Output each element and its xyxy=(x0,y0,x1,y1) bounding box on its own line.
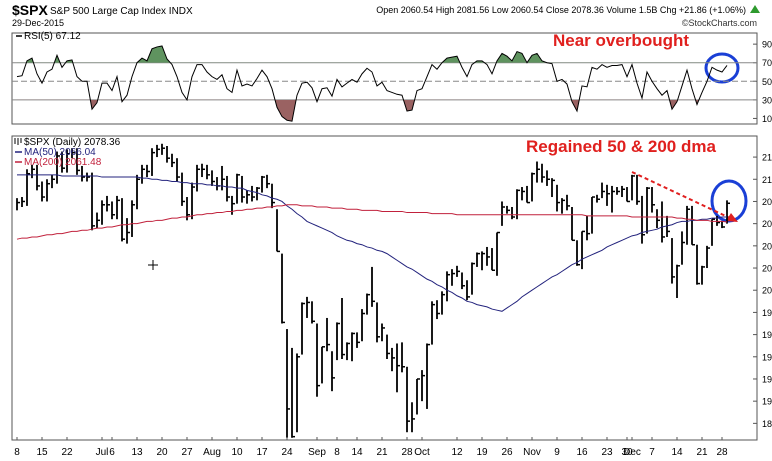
legend-icon xyxy=(14,138,22,145)
x-tick-label: 26 xyxy=(501,447,513,458)
x-tick-label: 28 xyxy=(716,447,728,458)
y-tick-label: 70 xyxy=(762,58,772,68)
x-tick-label: 8 xyxy=(334,447,340,458)
highlight-circle xyxy=(710,179,748,223)
y-tick-label: 2080 xyxy=(762,197,772,207)
y-tick-label: 1940 xyxy=(762,352,772,362)
y-tick-label: 10 xyxy=(762,114,772,124)
y-tick-label: 1880 xyxy=(762,419,772,429)
x-tick-label: Jul xyxy=(96,447,109,458)
y-tick-label: 30 xyxy=(762,95,772,105)
y-tick-label: 50 xyxy=(762,77,772,87)
symbol: $SPX xyxy=(12,2,48,18)
x-tick-label: 8 xyxy=(14,447,20,458)
x-tick-label: Dec xyxy=(623,447,641,458)
arrow-head xyxy=(726,213,738,222)
annotation: Near overbought xyxy=(553,31,689,50)
x-tick-label: 19 xyxy=(476,447,488,458)
x-tick-label: Sep xyxy=(308,447,326,458)
index-name: S&P 500 Large Cap Index INDX xyxy=(50,6,193,17)
x-tick-label: 28 xyxy=(401,447,413,458)
rsi-line xyxy=(16,45,728,122)
legend-label: RSI(5) 67.12 xyxy=(24,31,81,42)
highlight-circle xyxy=(704,52,740,84)
trend-arrow xyxy=(631,171,733,220)
x-tick-label: 17 xyxy=(256,447,268,458)
moving-average-line xyxy=(16,204,728,240)
overbought-fill xyxy=(26,46,547,63)
x-tick-label: 7 xyxy=(649,447,655,458)
x-tick-label: Aug xyxy=(203,447,221,458)
crosshair xyxy=(148,260,158,270)
x-tick-label: 14 xyxy=(671,447,683,458)
date: 29-Dec-2015 xyxy=(12,18,64,28)
x-tick-label: 14 xyxy=(351,447,363,458)
x-tick-label: 30 xyxy=(621,447,633,458)
quote: Open 2060.54 High 2081.56 Low 2060.54 Cl… xyxy=(376,5,746,15)
x-tick-label: 9 xyxy=(554,447,560,458)
x-tick-label: 6 xyxy=(109,447,115,458)
x-tick-label: 10 xyxy=(231,447,243,458)
x-tick-label: 20 xyxy=(156,447,168,458)
x-tick-label: 15 xyxy=(36,447,48,458)
x-tick-label: 12 xyxy=(451,447,463,458)
x-tick-label: 23 xyxy=(601,447,613,458)
x-tick-label: 21 xyxy=(696,447,708,458)
x-tick-label: 21 xyxy=(376,447,388,458)
credit: ©StockCharts.com xyxy=(682,18,757,28)
up-arrow-icon xyxy=(750,5,760,13)
x-tick-label: 16 xyxy=(576,447,588,458)
rsi-panel xyxy=(11,32,758,125)
x-tick-label: 24 xyxy=(281,447,293,458)
y-tick-label: 2000 xyxy=(762,286,772,296)
x-tick-label: 13 xyxy=(131,447,143,458)
y-tick-label: 1960 xyxy=(762,330,772,340)
legend-label: MA(50) 2066.04 xyxy=(24,147,96,158)
x-tick-label: Nov xyxy=(523,447,541,458)
x-tick-label: 22 xyxy=(61,447,73,458)
y-tick-label: 2120 xyxy=(762,153,772,163)
y-tick-label: 2060 xyxy=(762,219,772,229)
x-tick-label: 27 xyxy=(181,447,193,458)
y-tick-label: 1900 xyxy=(762,397,772,407)
y-tick-label: 2040 xyxy=(762,241,772,251)
price-panel xyxy=(11,135,758,441)
legend-label: MA(200) 2061.48 xyxy=(24,157,102,168)
y-tick-label: 2100 xyxy=(762,175,772,185)
y-tick-label: 90 xyxy=(762,40,772,50)
y-tick-label: 1980 xyxy=(762,308,772,318)
legend-label: $SPX (Daily) 2078.36 xyxy=(24,137,121,148)
moving-average-line xyxy=(17,174,728,312)
oversold-fill xyxy=(90,99,699,122)
annotation: Regained 50 & 200 dma xyxy=(526,137,716,156)
x-tick-label: Oct xyxy=(414,447,430,458)
